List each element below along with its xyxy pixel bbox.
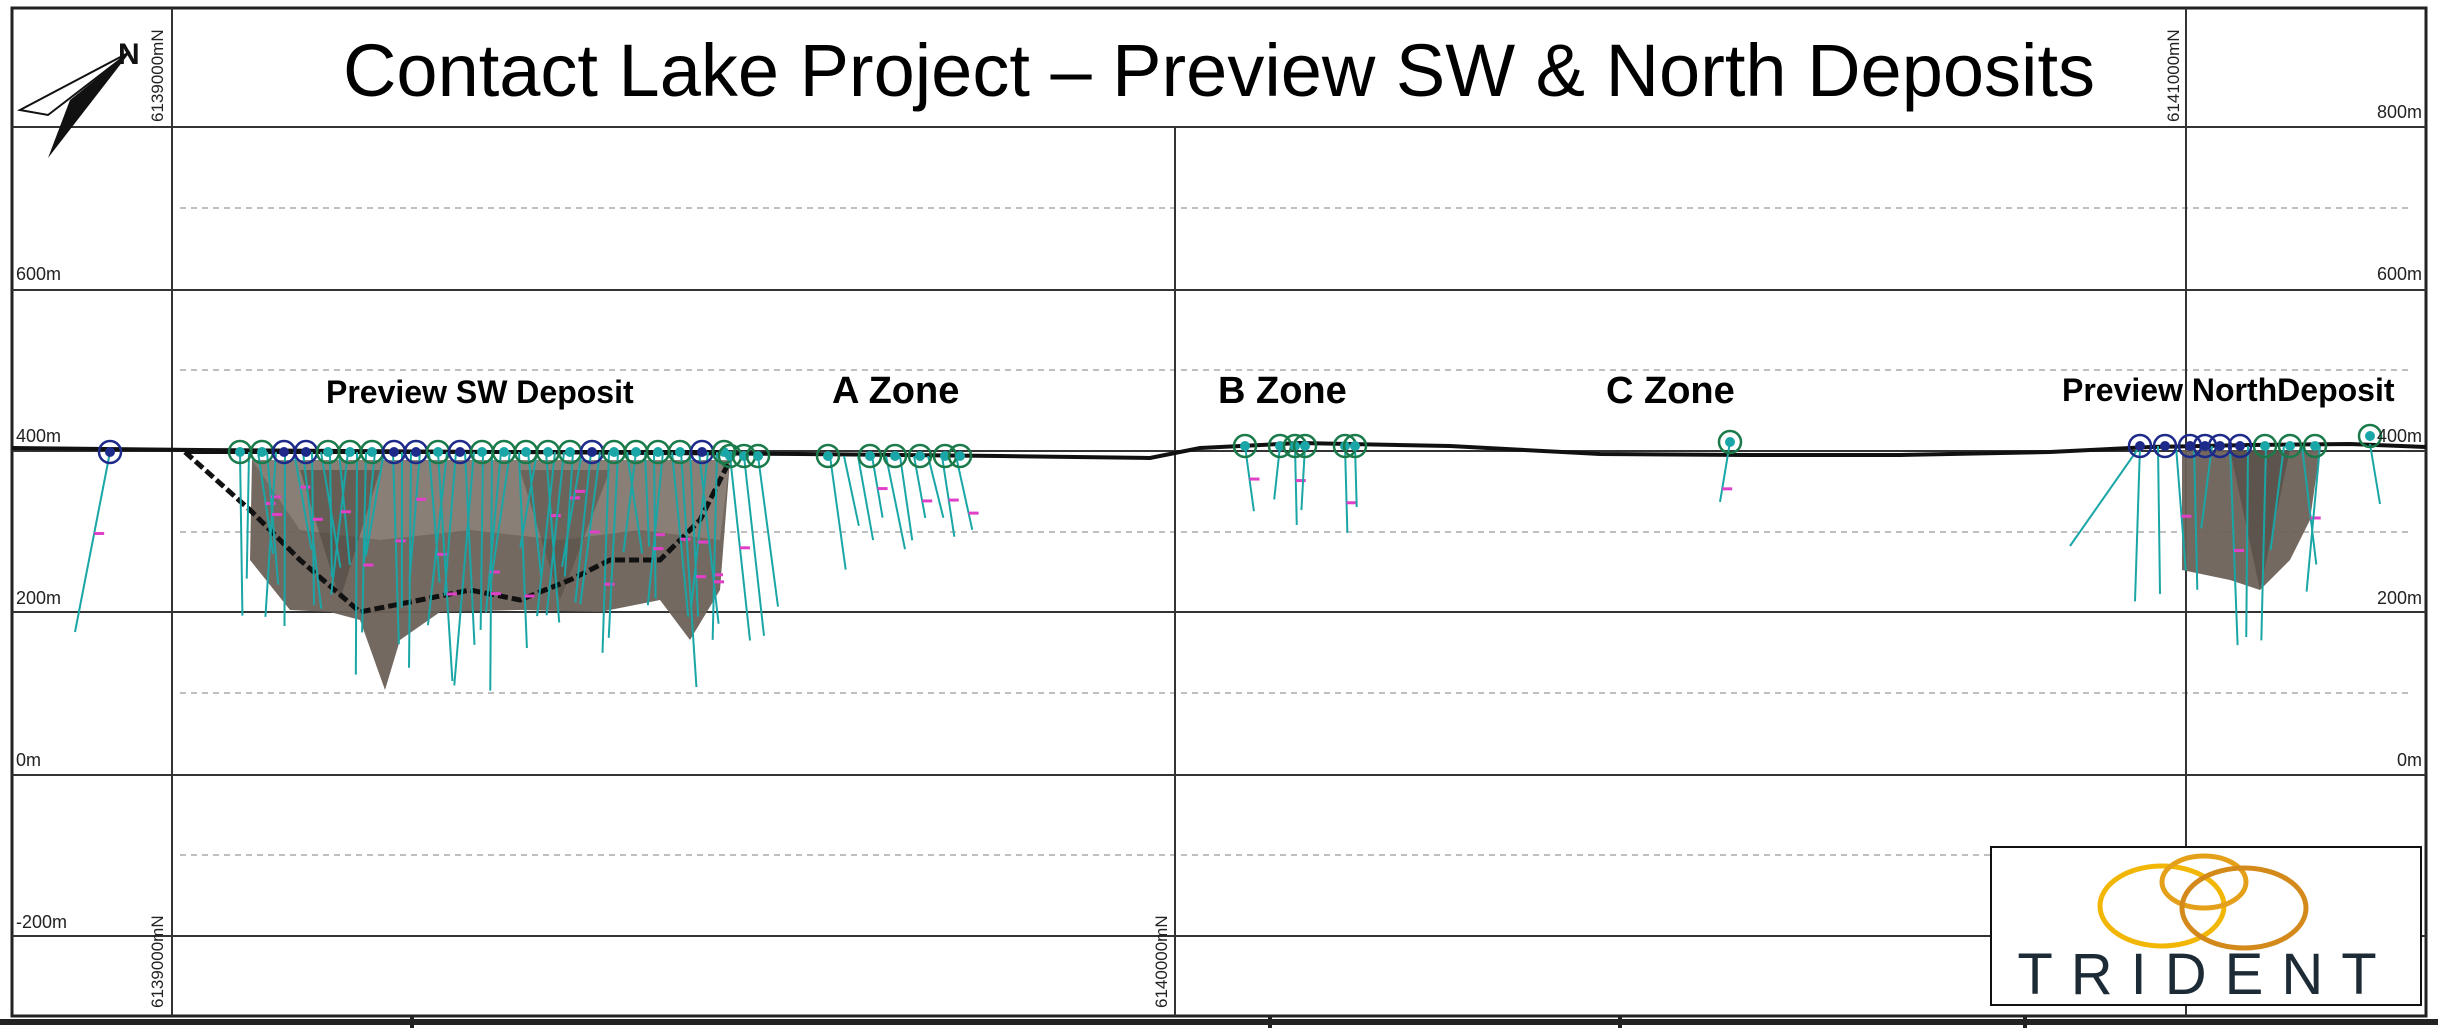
trident-logo: TRIDENT xyxy=(1990,846,2422,1006)
northing-label: 6141000mN xyxy=(2164,29,2184,122)
drill-collar-core xyxy=(521,447,531,457)
drill-collar-core xyxy=(1350,441,1360,451)
drill-collar-core xyxy=(2260,441,2270,451)
drill-trace xyxy=(1345,446,1347,533)
logo-text: TRIDENT xyxy=(1992,941,2420,1008)
drill-collar-core xyxy=(955,451,965,461)
drill-trace xyxy=(2070,446,2140,546)
drill-trace xyxy=(2370,444,2380,504)
elevation-label: 0m xyxy=(16,750,41,771)
drill-collar-core xyxy=(543,447,553,457)
zone-label-a: A Zone xyxy=(832,370,959,413)
drill-collar-core xyxy=(890,451,900,461)
elevation-label: 600m xyxy=(2377,264,2422,285)
drill-trace xyxy=(830,456,846,570)
drill-trace xyxy=(2158,446,2160,594)
drill-collar-core xyxy=(345,447,355,457)
drill-collar-core xyxy=(323,447,333,457)
northing-label: 6140000mN xyxy=(1152,915,1172,1008)
northing-label: 6139000mN xyxy=(148,29,168,122)
zone-label-preview-sw: Preview SW Deposit xyxy=(326,374,634,411)
drill-trace xyxy=(356,452,357,675)
drill-collar-core xyxy=(697,447,707,457)
drill-collar-core xyxy=(915,451,925,461)
elevation-label: 400m xyxy=(2377,426,2422,447)
elevation-label: 200m xyxy=(16,588,61,609)
page-title: Contact Lake Project – Preview SW & Nort… xyxy=(0,28,2438,113)
elevation-label: 400m xyxy=(16,426,61,447)
drill-collar-core xyxy=(753,451,763,461)
drill-collar-core xyxy=(2310,441,2320,451)
drill-collar-core xyxy=(2285,441,2295,451)
drill-collar-core xyxy=(1300,441,1310,451)
elevation-label: 600m xyxy=(16,264,61,285)
drill-collar-core xyxy=(235,447,245,457)
elevation-label: -200m xyxy=(16,912,67,933)
drill-collar-core xyxy=(2235,441,2245,451)
drill-collar-core xyxy=(279,447,289,457)
drill-collar-core xyxy=(565,447,575,457)
drill-collar-core xyxy=(499,447,509,457)
drill-collar-core xyxy=(587,447,597,457)
drill-collar-core xyxy=(455,447,465,457)
drill-trace xyxy=(858,456,873,540)
drill-trace xyxy=(1355,446,1357,507)
drill-trace xyxy=(284,452,285,626)
northing-label: 6139000mN xyxy=(148,915,168,1008)
drill-collar-core xyxy=(2215,441,2225,451)
drill-collar-core xyxy=(367,447,377,457)
drill-collar-core xyxy=(389,447,399,457)
drill-collar-core xyxy=(477,447,487,457)
drill-collar-core xyxy=(865,451,875,461)
drill-collar-core xyxy=(105,447,115,457)
drill-collar-core xyxy=(631,447,641,457)
drill-collar-core xyxy=(609,447,619,457)
drill-collar-core xyxy=(823,451,833,461)
drill-collar-core xyxy=(1240,441,1250,451)
drill-collar-core xyxy=(2365,431,2375,441)
drill-collar-core xyxy=(301,447,311,457)
elevation-label: 800m xyxy=(2377,102,2422,123)
drill-trace xyxy=(2135,446,2140,601)
drill-trace xyxy=(844,456,859,526)
drill-collar-core xyxy=(653,447,663,457)
zone-label-b: B Zone xyxy=(1218,370,1347,413)
drill-trace xyxy=(75,452,110,632)
drill-collar-core xyxy=(433,447,443,457)
elevation-label: 0m xyxy=(2397,750,2422,771)
drill-collar-core xyxy=(257,447,267,457)
drill-trace xyxy=(240,452,242,616)
drill-collar-core xyxy=(675,447,685,457)
drill-collar-core xyxy=(411,447,421,457)
drill-collar-core xyxy=(1725,437,1735,447)
drill-collar-core xyxy=(2160,441,2170,451)
drill-trace xyxy=(1274,446,1280,499)
drill-trace xyxy=(900,456,912,540)
drill-collar-core xyxy=(2135,441,2145,451)
zone-label-c: C Zone xyxy=(1606,370,1735,413)
elevation-label: 200m xyxy=(2377,588,2422,609)
zone-label-preview-north: Preview NorthDeposit xyxy=(2062,372,2395,409)
drill-trace xyxy=(247,452,249,579)
